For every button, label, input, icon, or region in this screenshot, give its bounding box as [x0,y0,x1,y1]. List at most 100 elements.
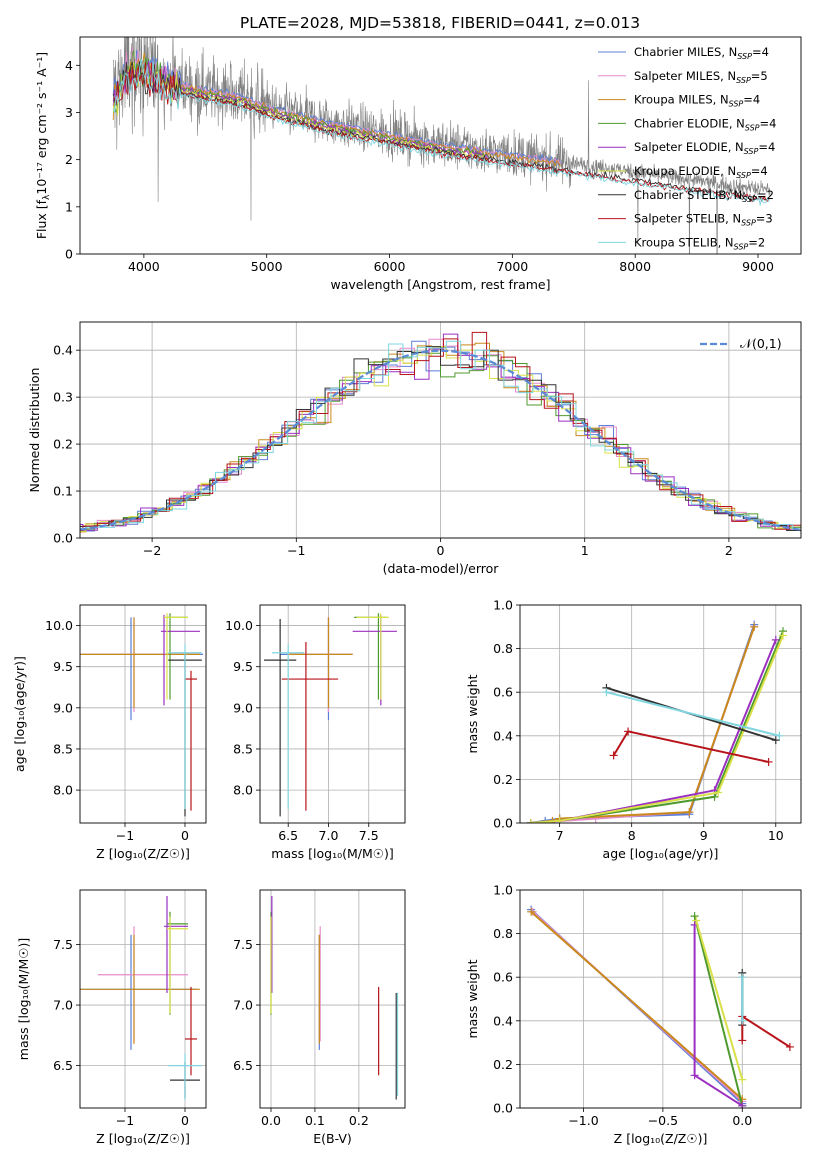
y-tick-label: 0.1 [53,484,73,499]
axes-frame [259,889,406,1109]
weight-marker-5 [692,916,701,925]
mass-weight-vs-Z-panel: −1.0 −0.5 0.0 0.0 0.2 0.4 0.6 0.8 1.0 Z [log₁₀(Z/… [465,883,802,1146]
normal-reference-curve [80,349,801,531]
age-vs-mass-panel: 6.5 7.0 7.5 8.0 8.5 9.0 9.5 10.0 mass [log₁₀(M/M… [225,604,406,861]
y-tick-label: 0.0 [493,816,513,831]
y-tick-label: 1.0 [493,883,513,898]
y-tick-label: 0.6 [493,970,513,985]
histogram-8 [80,340,801,530]
y-axis-label: Normed distribution [27,368,42,493]
x-tick-label: 10 [768,828,784,843]
plot-area [264,613,397,817]
x-tick-label: 9 [700,828,708,843]
mass-weight-vs-age-panel: 7 8 9 10 0.0 0.2 0.4 0.6 0.8 1.0 age [log₁₀(age/yr… [465,598,802,861]
legend-label-7: Salpeter STELIB, NSSP=3 [634,212,773,228]
x-tick-label: 0.1 [305,1113,325,1128]
x-tick-label: −1 [116,1113,134,1128]
y-axis-label: Flux [fλ10⁻¹⁷ erg cm⁻² s⁻¹ A⁻¹] [34,52,52,239]
x-tick-label: 0 [181,828,189,843]
y-tick-label: 0.0 [53,531,73,546]
weight-marker-4 [771,635,780,644]
x-tick-label: −1.0 [568,1113,598,1128]
legend-label-1: Salpeter MILES, NSSP=5 [634,69,768,85]
y-tick-label: 0.4 [493,728,513,743]
x-tick-label: 8 [628,828,636,843]
x-tick-label: −0.5 [648,1113,678,1128]
weight-line-2 [530,626,756,823]
weight-marker-2 [750,622,759,631]
y-tick-label: 0 [65,247,73,262]
weight-marker-8 [738,973,747,982]
legend-label-6: Chabrier STELIB, NSSP=2 [634,188,774,204]
weight-marker-8 [602,688,611,697]
weight-marker-2 [527,907,536,916]
weight-line-5 [530,635,784,823]
axes-frame [79,36,802,255]
y-axis-label: mass weight [465,959,480,1038]
x-axis-label: Z [log₁₀(Z/Z☉)] [96,846,190,861]
weight-line-8 [606,691,780,737]
legend-label-8: Kroupa STELIB, NSSP=2 [634,235,765,251]
x-tick-label: −2 [143,543,161,558]
weight-marker-2 [685,808,694,817]
y-tick-label: 9.0 [233,700,253,715]
observed-spectrum-line [112,37,771,254]
y-tick-label: 9.5 [53,659,73,674]
x-tick-label: −1 [287,543,305,558]
y-tick-label: 6.5 [53,1058,73,1073]
x-axis-label: E(B-V) [313,1131,352,1146]
spectrum-legend: Chabrier MILES, NSSP=4 Salpeter MILES, NS… [598,45,776,251]
y-tick-label: 1.0 [493,598,513,613]
y-tick-label: 7.5 [233,937,253,952]
axes-frame [259,604,406,824]
weight-marker-5 [714,788,723,797]
weight-marker-7 [785,1042,794,1051]
y-tick-label: 2 [65,152,73,167]
x-tick-label: 4000 [128,259,160,274]
y-tick-label: 0.4 [53,343,73,358]
y-tick-label: 0.2 [493,772,513,787]
weight-marker-3 [690,912,699,921]
legend-label-5: Kroupa ELODIE, NSSP=4 [634,164,768,180]
y-tick-label: 0.2 [493,1057,513,1072]
y-tick-label: 0.4 [493,1013,513,1028]
figure-title: PLATE=2028, MJD=53818, FIBERID=0441, z=0… [240,14,640,32]
y-tick-label: 7.5 [53,937,73,952]
x-tick-label: 6000 [374,259,406,274]
y-tick-label: 10.0 [225,618,253,633]
model-spectrum-1 [113,46,562,165]
y-axis-label: mass weight [465,674,480,753]
y-tick-label: 6.5 [233,1058,253,1073]
x-tick-label: 0.2 [349,1113,369,1128]
y-tick-label: 0.3 [53,390,73,405]
legend-label-normal: 𝒩(0,1) [740,336,782,351]
residual-histogram-panel: −2 −1 0 1 2 0.0 0.1 0.2 0.3 0.4 (data-model)/error… [27,321,802,576]
y-tick-label: 4 [65,58,73,73]
x-tick-label: 0.0 [261,1113,281,1128]
weight-marker-7 [764,757,773,766]
plot-area [526,620,787,823]
axes-frame [519,604,802,824]
model-spectrum-4 [112,60,488,159]
y-tick-label: 7.0 [53,998,73,1013]
x-tick-label: 2 [725,543,733,558]
mass-vs-EBV-panel: 0.0 0.1 0.2 6.5 7.0 7.5 E(B-V) [233,889,406,1146]
y-axis-label: mass [log₁₀(M/M☉)] [16,938,31,1060]
y-tick-label: 3 [65,105,73,120]
x-tick-label: 7000 [496,259,528,274]
spectrum-panel: 4000 5000 6000 7000 8000 9000 0 1 2 3 4 wavelength … [34,36,802,292]
y-tick-label: 0.8 [493,926,513,941]
x-tick-label: 8000 [619,259,651,274]
plot-area [80,613,203,817]
x-tick-label: 7.0 [319,828,339,843]
model-spectrum-5 [112,62,488,160]
model-spectrum-0 [112,50,562,166]
axes-frame [519,889,802,1109]
weight-marker-8 [775,731,784,740]
legend-label-4: Salpeter ELODIE, NSSP=4 [634,140,775,156]
y-tick-label: 0.8 [493,641,513,656]
x-tick-label: 7.5 [359,828,379,843]
x-axis-label: wavelength [Angstrom, rest frame] [330,277,550,292]
y-tick-label: 9.0 [53,700,73,715]
x-axis-label: mass [log₁₀(M/M☉)] [271,846,393,861]
